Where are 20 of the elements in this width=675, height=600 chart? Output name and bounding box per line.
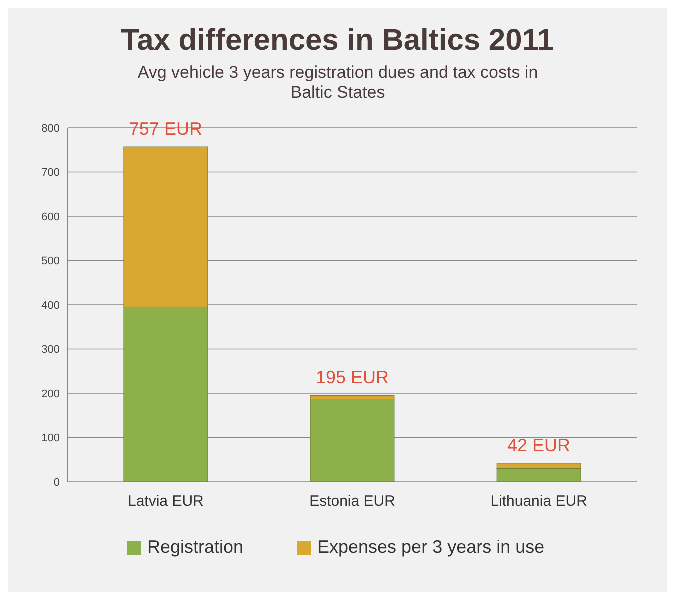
total-label: 42 EUR xyxy=(508,435,571,456)
chart-title: Tax differences in Baltics 2011 xyxy=(121,24,554,57)
x-tick-label: Lithuania EUR xyxy=(490,493,588,510)
y-tick-label: 500 xyxy=(42,256,60,268)
total-label: 195 EUR xyxy=(316,368,390,388)
legend-label: Expenses per 3 years in use xyxy=(318,537,545,557)
y-tick-label: 700 xyxy=(42,167,60,180)
y-tick-label: 0 xyxy=(54,476,60,489)
x-tick-label: Latvia EUR xyxy=(128,493,204,510)
y-tick-label: 100 xyxy=(42,432,60,445)
bar xyxy=(310,400,395,482)
total-label: 757 EUR xyxy=(129,119,202,140)
y-tick-label: 200 xyxy=(42,388,60,400)
legend-label: Registration xyxy=(148,537,244,557)
y-tick-label: 800 xyxy=(42,122,60,135)
y-tick-label: 600 xyxy=(42,211,60,224)
chart-subtitle: Avg vehicle 3 years registration dues and tax costs in Baltic States xyxy=(136,63,540,103)
x-tick-label: Estonia EUR xyxy=(310,493,396,510)
y-tick-label: 400 xyxy=(42,300,60,312)
y-tick-label: 300 xyxy=(42,344,60,356)
